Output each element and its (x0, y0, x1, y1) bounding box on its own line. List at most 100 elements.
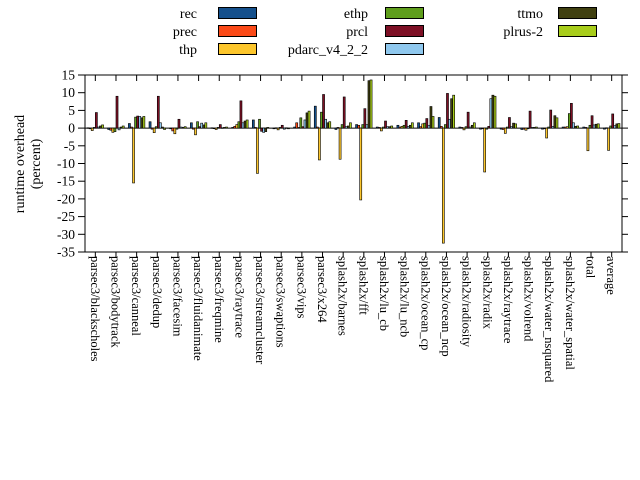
bar-pdarc_v4_2_2-parsec3-blackscholes (97, 126, 100, 129)
bar-prcl-splash2x-radiosity (466, 111, 470, 129)
bar-ttmo-splash2x-lu-cb (388, 126, 391, 129)
bar-prec-parsec3-raytrace (233, 126, 237, 129)
bar-thp-parsec3-vips (297, 127, 301, 129)
bar-prec-total (584, 127, 588, 129)
bar-thp-splash2x-ocean-cp (421, 123, 425, 129)
bar-prec-splash2x-water-nsquared (543, 127, 546, 130)
bar-thp-splash2x-barnes (338, 127, 342, 160)
bar-ethp-parsec3-bodytrack (113, 127, 117, 132)
bar-prcl-splash2x-lu-cb (384, 120, 387, 129)
bar-ttmo-splash2x-barnes (347, 125, 350, 129)
bar-rec-splash2x-ocean-cp (417, 122, 420, 129)
bar-prcl-parsec3-vips (301, 126, 305, 129)
bar-ttmo-parsec3-raytrace (243, 120, 247, 129)
bar-prcl-parsec3-dedup (156, 95, 160, 129)
bar-rec-parsec3-freqmine (210, 127, 214, 129)
bar-pdarc_v4_2_2-parsec3-fluidanimate (200, 122, 204, 129)
x-tick-label-splash2x-water-spatial: splash2x/water_spatial (562, 256, 577, 370)
bar-ethp-splash2x-ocean-cp (423, 122, 427, 129)
bar-rec-splash2x-barnes (334, 127, 338, 130)
x-tick-label-splash2x-barnes: splash2x/barnes (335, 256, 350, 336)
bar-ethp-parsec3-freqmine (216, 127, 220, 129)
bar-prcl-parsec3-swaptions (280, 124, 284, 129)
y-tick-label: -30 (57, 227, 75, 242)
bar-prcl-parsec3-canneal (136, 115, 139, 129)
bar-pdarc_v4_2_2-splash2x-fft (365, 124, 369, 129)
bar-ttmo-parsec3-swaptions (285, 127, 288, 129)
bar-prcl-parsec3-freqmine (218, 124, 222, 129)
bar-thp-splash2x-ocean-ncp (442, 127, 445, 244)
bar-plrus-2-splash2x-radix (493, 95, 497, 129)
bar-plrus-2-parsec3-blackscholes (101, 124, 104, 129)
bar-ttmo-parsec3-streamcluster (264, 127, 268, 132)
x-tick-label-average: average (604, 256, 619, 295)
bar-ethp-splash2x-water-spatial (567, 113, 571, 129)
bar-ethp-parsec3-fluidanimate (196, 121, 199, 129)
bar-rec-parsec3-raytrace (231, 127, 235, 129)
legend-swatch-rec (218, 7, 257, 19)
bar-ethp-parsec3-raytrace (237, 121, 241, 129)
bar-pdarc_v4_2_2-parsec3-facesim (179, 126, 183, 129)
bar-rec-splash2x-lu-ncb (396, 124, 400, 129)
bar-prcl-average (611, 113, 615, 129)
bar-ttmo-average (615, 123, 619, 129)
bar-prec-splash2x-water-spatial (563, 126, 567, 129)
x-tick-label-parsec3-swaptions: parsec3/swaptions (273, 256, 288, 348)
x-tick-label-splash2x-volrend: splash2x/volrend (521, 256, 536, 342)
bar-ethp-splash2x-lu-ncb (402, 124, 406, 129)
bar-ethp-parsec3-dedup (154, 126, 158, 129)
bar-thp-parsec3-freqmine (214, 127, 218, 130)
bar-pdarc_v4_2_2-splash2x-ocean-ncp (448, 118, 451, 129)
bar-ttmo-parsec3-fluidanimate (202, 124, 206, 129)
bar-pdarc_v4_2_2-parsec3-streamcluster (262, 127, 265, 133)
bar-plrus-2-splash2x-water-nsquared (555, 117, 559, 129)
bar-ethp-average (609, 125, 612, 129)
bar-prec-splash2x-lu-ncb (398, 126, 402, 129)
bar-ttmo-splash2x-lu-ncb (408, 124, 412, 129)
bar-prcl-total (590, 115, 594, 129)
bar-thp-parsec3-canneal (132, 127, 135, 184)
x-tick-label-parsec3-raytrace: parsec3/raytrace (232, 256, 247, 338)
bar-ethp-splash2x-ocean-ncp (444, 124, 447, 129)
bar-prec-parsec3-freqmine (212, 127, 216, 130)
bar-prec-splash2x-radix (481, 127, 484, 130)
bar-prec-parsec3-bodytrack (109, 127, 113, 131)
bar-prcl-splash2x-radix (487, 126, 491, 129)
x-tick-label-parsec3-bodytrack: parsec3/bodytrack (108, 256, 123, 348)
bar-thp-parsec3-x264 (318, 127, 321, 161)
x-tick-label-splash2x-lu-cb: splash2x/lu_cb (376, 256, 391, 331)
bar-rec-splash2x-raytrace (499, 127, 503, 130)
bar-plrus-2-splash2x-lu-cb (390, 125, 394, 129)
x-tick-label-parsec3-canneal: parsec3/canneal (129, 256, 144, 336)
bar-prec-splash2x-lu-cb (377, 127, 381, 129)
bar-rec-parsec3-fluidanimate (190, 122, 193, 129)
bar-ttmo-total (594, 123, 598, 129)
bar-thp-splash2x-radix (483, 127, 486, 173)
bar-rec-parsec3-facesim (169, 127, 173, 130)
bar-ttmo-parsec3-bodytrack (119, 126, 123, 129)
bar-rec-splash2x-volrend (520, 127, 524, 130)
bar-thp-average (607, 127, 610, 151)
bar-plrus-2-splash2x-barnes (349, 122, 352, 129)
x-tick-label-parsec3-vips: parsec3/vips (294, 256, 309, 319)
bar-pdarc_v4_2_2-splash2x-raytrace (510, 126, 513, 129)
x-tick-label-splash2x-raytrace: splash2x/raytrace (500, 256, 515, 344)
bar-pdarc_v4_2_2-splash2x-radiosity (468, 126, 472, 129)
bar-prec-parsec3-vips (295, 122, 299, 129)
bar-plrus-2-splash2x-ocean-ncp (452, 94, 456, 129)
bar-thp-parsec3-raytrace (235, 124, 239, 129)
x-tick-label-splash2x-ocean-ncp: splash2x/ocean_ncp (438, 256, 453, 357)
bar-prec-splash2x-radiosity (460, 127, 464, 129)
bar-ttmo-parsec3-freqmine (223, 127, 226, 129)
bar-ttmo-splash2x-volrend (532, 127, 536, 129)
bar-plrus-2-parsec3-fluidanimate (204, 122, 208, 129)
bar-prec-parsec3-facesim (171, 127, 175, 132)
x-tick-label-splash2x-lu-ncb: splash2x/lu_ncb (397, 256, 412, 338)
bar-rec-splash2x-radiosity (458, 126, 462, 129)
bar-ttmo-parsec3-x264 (326, 122, 330, 129)
bar-ttmo-splash2x-radix (491, 94, 495, 129)
bar-ttmo-parsec3-vips (305, 112, 309, 129)
y-tick-label: -10 (57, 156, 75, 171)
legend-label-prec: prec (172, 25, 197, 40)
bar-prcl-parsec3-streamcluster (260, 127, 263, 132)
